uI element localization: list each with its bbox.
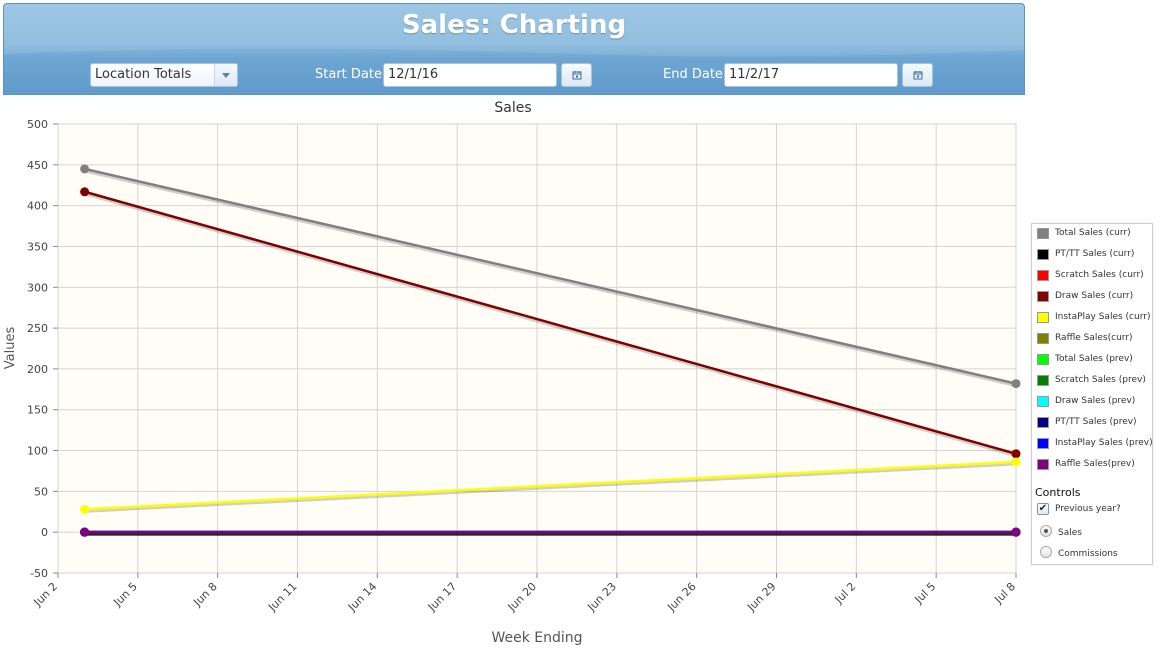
series-point	[80, 527, 90, 537]
legend-swatch	[1037, 228, 1049, 239]
page-title: Sales: Charting	[401, 10, 627, 40]
series-line	[84, 460, 1017, 511]
x-tick-label: Jun 29	[744, 580, 778, 614]
start-date-calendar-button[interactable]	[561, 63, 592, 87]
legend-label: InstaPlay Sales (curr)	[1055, 312, 1151, 322]
controls-title: Controls	[1035, 486, 1081, 499]
sales-chart: Sales -50 0 50 100 150 200 250 300 350 400 450 500 J…	[3, 100, 1021, 646]
y-tick-label: 300	[27, 281, 48, 294]
series-point	[80, 187, 90, 197]
legend-label: Draw Sales (prev)	[1055, 396, 1136, 406]
series-line	[84, 167, 1017, 385]
y-tick-label: 200	[27, 363, 48, 376]
end-date-label: End Date	[663, 67, 723, 82]
legend-label: PT/TT Sales (prev)	[1055, 417, 1137, 427]
chevron-down-icon[interactable]	[214, 64, 237, 86]
series-point	[80, 164, 90, 174]
legend-label: InstaPlay Sales (prev)	[1055, 438, 1153, 448]
x-tick-label: Jun 8	[190, 580, 219, 609]
sales-radio[interactable]	[1040, 525, 1052, 537]
y-tick-label: 50	[34, 485, 48, 498]
y-tick-label: -50	[30, 567, 48, 580]
legend-swatch	[1037, 270, 1049, 281]
end-date-calendar-button[interactable]	[902, 63, 933, 87]
location-select-value: Location Totals	[95, 67, 192, 82]
y-tick-label: 450	[27, 159, 48, 172]
series-line-shadow	[84, 169, 1017, 388]
series-point	[1011, 449, 1021, 459]
y-tick-label: 150	[27, 404, 48, 417]
calendar-icon	[572, 71, 582, 80]
series-line-shadow	[84, 192, 1017, 458]
start-date-label: Start Date	[315, 67, 382, 82]
legend-swatch	[1037, 375, 1049, 386]
y-axis-label: Values	[3, 327, 18, 370]
x-tick-label: Jun 11	[265, 580, 299, 614]
series-point	[1011, 527, 1021, 537]
y-tick-label: 0	[41, 526, 48, 539]
legend-swatch	[1037, 417, 1049, 428]
x-tick-label: Jun 17	[425, 580, 459, 614]
legend-label: Total Sales (curr)	[1055, 228, 1131, 238]
location-select[interactable]: Location Totals	[90, 63, 238, 87]
legend-label: Scratch Sales (prev)	[1055, 375, 1146, 385]
x-tick-label: Jun 23	[585, 580, 619, 614]
legend-label: PT/TT Sales (curr)	[1055, 249, 1135, 259]
series-line	[84, 190, 1017, 456]
commissions-radio-label: Commissions	[1058, 549, 1118, 559]
previous-year-checkbox[interactable]: ✔	[1037, 503, 1049, 515]
legend-label: Scratch Sales (curr)	[1055, 270, 1144, 280]
y-tick-label: 400	[27, 200, 48, 213]
start-date-input[interactable]: 12/1/16	[383, 63, 557, 87]
legend-label: Draw Sales (curr)	[1055, 291, 1134, 301]
legend-swatch	[1037, 459, 1049, 470]
x-tick-label: Jun 20	[505, 580, 539, 614]
legend-swatch	[1037, 438, 1049, 449]
calendar-icon	[913, 71, 923, 80]
sales-radio-label: Sales	[1058, 528, 1082, 538]
x-tick-label: Jun 5	[110, 580, 139, 609]
x-tick-label: Jul 8	[991, 580, 1018, 607]
commissions-radio[interactable]	[1040, 546, 1052, 558]
header-wave	[4, 4, 1024, 57]
legend-swatch	[1037, 354, 1049, 365]
legend-label: Raffle Sales(curr)	[1055, 333, 1133, 343]
legend-swatch	[1037, 249, 1049, 260]
series-point	[80, 504, 90, 514]
legend-swatch	[1037, 333, 1049, 344]
previous-year-label: Previous year?	[1055, 504, 1121, 514]
legend-label: Total Sales (prev)	[1055, 354, 1133, 364]
x-tick-label: Jun 26	[664, 580, 698, 614]
x-tick-label: Jun 2	[31, 580, 60, 609]
legend-swatch	[1037, 312, 1049, 323]
chart-title: Sales	[494, 100, 531, 116]
legend-swatch	[1037, 291, 1049, 302]
y-tick-label: 250	[27, 322, 48, 335]
y-tick-label: 100	[27, 445, 48, 458]
end-date-input[interactable]: 11/2/17	[724, 63, 898, 87]
chart-legend: Total Sales (curr) PT/TT Sales (curr) Scra…	[1031, 223, 1153, 565]
x-tick-label: Jul 5	[912, 580, 939, 607]
legend-label: Raffle Sales(prev)	[1055, 459, 1135, 469]
x-tick-label: Jul 2	[832, 580, 859, 607]
series-point	[1011, 379, 1021, 389]
y-tick-label: 500	[27, 118, 48, 131]
x-axis-label: Week Ending	[491, 630, 582, 646]
series-line-shadow	[84, 462, 1017, 513]
x-tick-label: Jun 14	[345, 580, 379, 614]
series-point	[1011, 457, 1021, 467]
y-tick-label: 350	[27, 240, 48, 253]
legend-swatch	[1037, 396, 1049, 407]
